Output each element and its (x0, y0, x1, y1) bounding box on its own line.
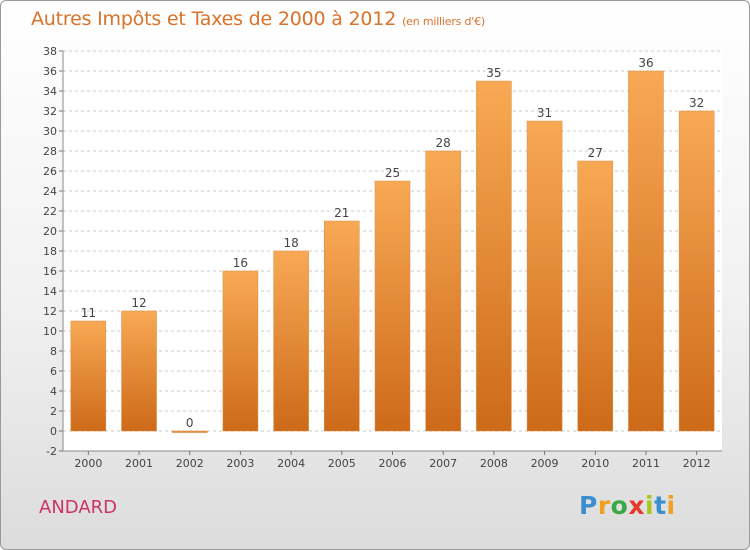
y-tick-label: 14 (43, 285, 57, 298)
x-tick-label: 2009 (531, 457, 559, 470)
logo-letter: r (597, 491, 611, 520)
bar (273, 250, 309, 432)
y-tick-label: 0 (50, 425, 57, 438)
x-tick-label: 2008 (480, 457, 508, 470)
x-tick-label: 2006 (379, 457, 407, 470)
y-tick-label: 24 (43, 185, 57, 198)
x-tick-label: 2011 (632, 457, 660, 470)
value-label: 32 (689, 96, 704, 110)
y-tick-label: 22 (43, 205, 57, 218)
y-tick-label: -2 (46, 445, 57, 458)
y-tick-label: 34 (43, 85, 57, 98)
x-tick-label: 2001 (125, 457, 153, 470)
bar (425, 150, 461, 432)
y-tick-label: 20 (43, 225, 57, 238)
value-label: 28 (436, 136, 451, 150)
bar (526, 120, 563, 432)
x-tick-label: 2012 (683, 457, 711, 470)
chart-title-text: Autres Impôts et Taxes de 2000 à 2012 (31, 8, 397, 30)
value-label: 18 (283, 236, 298, 250)
bar (222, 270, 259, 432)
logo-letter: i (666, 491, 676, 520)
location-label: ANDARD (39, 497, 118, 518)
logo-letter: t (654, 491, 667, 520)
bar (171, 430, 208, 433)
y-tick-label: 18 (43, 245, 57, 258)
value-label: 36 (638, 56, 653, 70)
logo-letter: o (610, 491, 629, 520)
bar (374, 180, 411, 432)
bars (70, 70, 715, 433)
y-tick-label: 38 (43, 45, 57, 58)
y-tick-label: 36 (43, 65, 57, 78)
y-tick-label: 2 (50, 405, 57, 418)
logo-letter: P (579, 491, 598, 520)
x-tick-label: 2004 (277, 457, 305, 470)
value-label: 21 (334, 206, 349, 220)
labels: 11 2000 12 2001 0 2002 16 2003 18 2004 21 2005 25 200… (74, 56, 710, 470)
y-tick-label: 30 (43, 125, 57, 138)
x-tick-label: 2005 (328, 457, 356, 470)
value-label: 12 (131, 296, 146, 310)
bar (678, 110, 715, 432)
bar (121, 310, 157, 432)
value-label: 31 (537, 106, 552, 120)
bar (577, 160, 614, 432)
y-tick-label: 6 (50, 365, 57, 378)
y-tick-label: 12 (43, 305, 57, 318)
x-tick-label: 2000 (74, 457, 102, 470)
bar (476, 80, 512, 432)
x-tick-label: 2003 (226, 457, 254, 470)
y-tick-label: 32 (43, 105, 57, 118)
y-tick-label: 4 (50, 385, 57, 398)
x-tick-label: 2002 (176, 457, 204, 470)
x-tick-label: 2010 (581, 457, 609, 470)
y-tick-label: 16 (43, 265, 57, 278)
value-label: 0 (186, 416, 194, 430)
logo-letter: i (645, 491, 655, 520)
y-tick-label: 28 (43, 145, 57, 158)
y-tick-label: 26 (43, 165, 57, 178)
value-label: 11 (81, 306, 96, 320)
value-label: 27 (588, 146, 603, 160)
value-label: 25 (385, 166, 400, 180)
value-label: 16 (233, 256, 248, 270)
bar (324, 220, 360, 432)
value-label: 35 (486, 66, 501, 80)
proxiti-logo: Proxiti (579, 491, 676, 520)
y-tick-label: 10 (43, 325, 57, 338)
y-tick-label: 8 (50, 345, 57, 358)
bar (628, 70, 664, 432)
logo-letter: x (628, 491, 645, 520)
bar (70, 320, 107, 432)
chart-subtitle: (en milliers d'€) (402, 15, 485, 28)
x-tick-label: 2007 (429, 457, 457, 470)
chart-title: Autres Impôts et Taxes de 2000 à 2012 (en… (31, 8, 485, 30)
